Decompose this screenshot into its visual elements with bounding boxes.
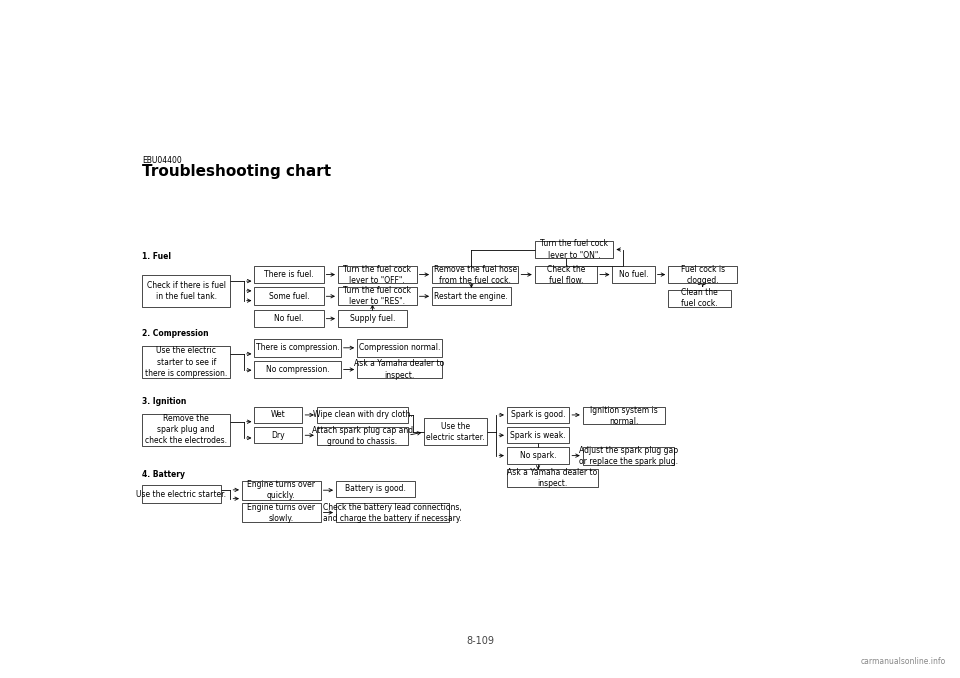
FancyBboxPatch shape xyxy=(338,287,417,305)
FancyBboxPatch shape xyxy=(317,407,408,423)
FancyBboxPatch shape xyxy=(507,447,569,464)
Text: There is fuel.: There is fuel. xyxy=(264,270,314,279)
FancyBboxPatch shape xyxy=(317,427,408,445)
Text: Adjust the spark plug gap
or replace the spark plug.: Adjust the spark plug gap or replace the… xyxy=(579,446,678,466)
FancyBboxPatch shape xyxy=(432,287,511,305)
Text: Dry: Dry xyxy=(272,431,285,440)
Text: Turn the fuel cock
lever to "RES".: Turn the fuel cock lever to "RES". xyxy=(344,286,411,306)
FancyBboxPatch shape xyxy=(242,503,321,522)
FancyBboxPatch shape xyxy=(254,310,324,327)
Text: Some fuel.: Some fuel. xyxy=(269,292,309,301)
Text: 8-109: 8-109 xyxy=(466,636,494,645)
FancyBboxPatch shape xyxy=(336,481,415,497)
Text: Check if there is fuel
in the fuel tank.: Check if there is fuel in the fuel tank. xyxy=(147,281,226,301)
Text: Spark is good.: Spark is good. xyxy=(511,410,565,420)
Text: Use the electric starter.: Use the electric starter. xyxy=(136,490,227,499)
Text: No fuel.: No fuel. xyxy=(275,314,303,323)
Text: Remove the fuel hose
from the fuel cock.: Remove the fuel hose from the fuel cock. xyxy=(434,264,516,285)
FancyBboxPatch shape xyxy=(507,427,569,443)
FancyBboxPatch shape xyxy=(432,266,518,283)
FancyBboxPatch shape xyxy=(254,361,341,378)
FancyBboxPatch shape xyxy=(668,266,737,283)
FancyBboxPatch shape xyxy=(142,346,230,378)
FancyBboxPatch shape xyxy=(338,310,407,327)
Text: Attach spark plug cap and
ground to chassis.: Attach spark plug cap and ground to chas… xyxy=(312,426,413,446)
FancyBboxPatch shape xyxy=(254,266,324,283)
Text: Battery is good.: Battery is good. xyxy=(345,484,406,494)
Text: There is compression.: There is compression. xyxy=(255,343,340,353)
FancyBboxPatch shape xyxy=(254,339,341,357)
Text: No compression.: No compression. xyxy=(266,365,329,374)
Text: Clean the
fuel cock.: Clean the fuel cock. xyxy=(681,288,718,308)
Text: carmanualsonline.info: carmanualsonline.info xyxy=(860,657,946,666)
FancyBboxPatch shape xyxy=(583,447,674,465)
Text: EBU04400: EBU04400 xyxy=(142,156,181,165)
FancyBboxPatch shape xyxy=(507,407,569,423)
FancyBboxPatch shape xyxy=(142,414,230,446)
Text: Spark is weak.: Spark is weak. xyxy=(511,431,565,440)
Text: Ask a Yamaha dealer to
inspect.: Ask a Yamaha dealer to inspect. xyxy=(507,468,598,488)
Text: 3. Ignition: 3. Ignition xyxy=(142,397,186,406)
Text: Supply fuel.: Supply fuel. xyxy=(349,314,396,323)
Text: 2. Compression: 2. Compression xyxy=(142,330,208,338)
Text: Turn the fuel cock
lever to "OFF".: Turn the fuel cock lever to "OFF". xyxy=(344,264,411,285)
Text: Compression normal.: Compression normal. xyxy=(359,343,440,353)
Text: Use the
electric starter.: Use the electric starter. xyxy=(426,422,485,442)
Text: Check the
fuel flow.: Check the fuel flow. xyxy=(547,264,585,285)
FancyBboxPatch shape xyxy=(336,503,449,522)
FancyBboxPatch shape xyxy=(357,361,442,378)
FancyBboxPatch shape xyxy=(254,287,324,305)
FancyBboxPatch shape xyxy=(142,275,230,307)
FancyBboxPatch shape xyxy=(612,266,655,283)
Text: Wipe clean with dry cloth.: Wipe clean with dry cloth. xyxy=(313,410,412,420)
Text: Engine turns over
slowly.: Engine turns over slowly. xyxy=(248,502,315,523)
Text: Wet: Wet xyxy=(271,410,286,420)
Text: 4. Battery: 4. Battery xyxy=(142,471,185,479)
FancyBboxPatch shape xyxy=(254,427,302,443)
Text: No spark.: No spark. xyxy=(519,451,557,460)
Text: Check the battery lead connections,
and charge the battery if necessary.: Check the battery lead connections, and … xyxy=(324,502,462,523)
Text: Engine turns over
quickly.: Engine turns over quickly. xyxy=(248,480,315,500)
Text: Use the electric
starter to see if
there is compression.: Use the electric starter to see if there… xyxy=(145,346,228,378)
Text: Ask a Yamaha dealer to
inspect.: Ask a Yamaha dealer to inspect. xyxy=(354,359,444,380)
FancyBboxPatch shape xyxy=(507,469,598,487)
FancyBboxPatch shape xyxy=(535,266,597,283)
Text: Remove the
spark plug and
check the electrodes.: Remove the spark plug and check the elec… xyxy=(145,414,228,445)
FancyBboxPatch shape xyxy=(668,290,731,307)
FancyBboxPatch shape xyxy=(142,485,221,503)
FancyBboxPatch shape xyxy=(338,266,417,283)
Text: Troubleshooting chart: Troubleshooting chart xyxy=(142,164,331,179)
Text: Restart the engine.: Restart the engine. xyxy=(435,292,508,301)
FancyBboxPatch shape xyxy=(583,407,665,424)
Text: Ignition system is
normal.: Ignition system is normal. xyxy=(590,405,658,426)
FancyBboxPatch shape xyxy=(535,241,613,258)
FancyBboxPatch shape xyxy=(424,418,487,445)
FancyBboxPatch shape xyxy=(242,481,321,500)
Text: Fuel cock is
clogged.: Fuel cock is clogged. xyxy=(681,264,725,285)
Text: 1. Fuel: 1. Fuel xyxy=(142,252,171,261)
FancyBboxPatch shape xyxy=(254,407,302,423)
Text: No fuel.: No fuel. xyxy=(619,270,648,279)
FancyBboxPatch shape xyxy=(357,339,442,357)
Text: Turn the fuel cock
lever to "ON".: Turn the fuel cock lever to "ON". xyxy=(540,239,608,260)
